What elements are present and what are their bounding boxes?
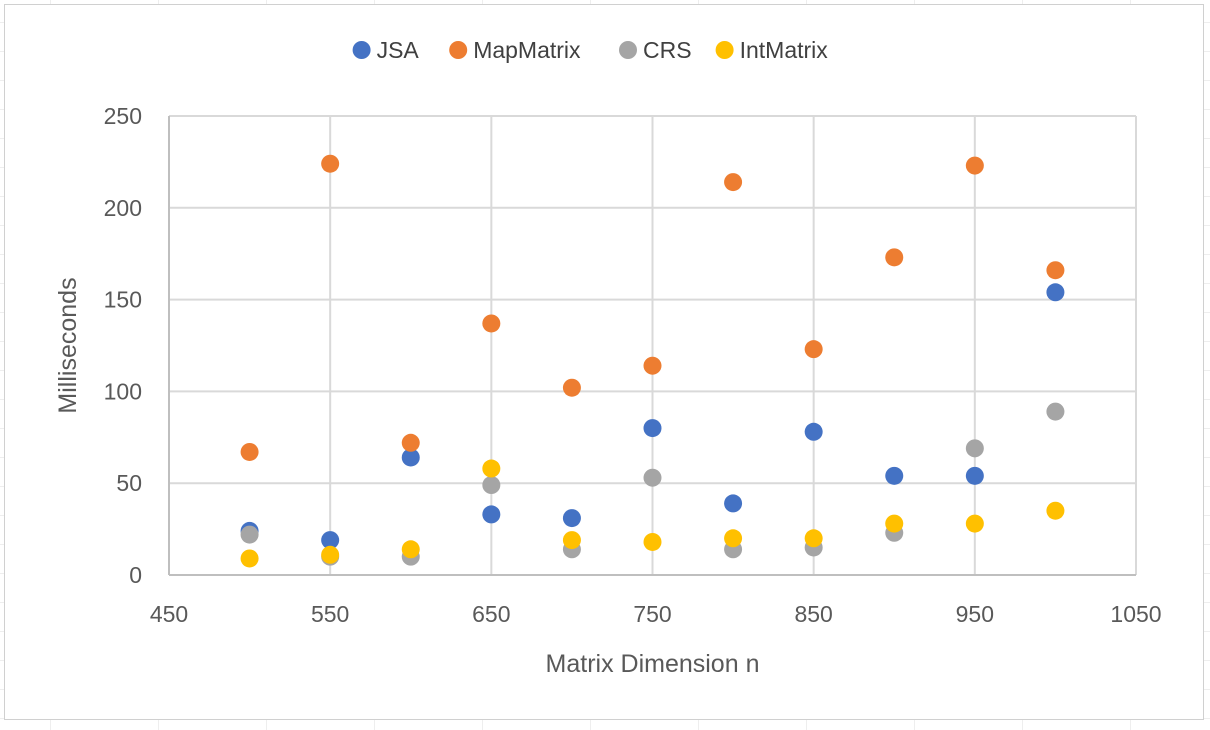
data-point[interactable] xyxy=(401,433,420,452)
y-axis-title: Milliseconds xyxy=(54,277,82,413)
chart-area[interactable] xyxy=(4,4,1204,720)
axes xyxy=(168,116,1136,576)
x-tick-label: 1050 xyxy=(1110,601,1161,627)
data-point[interactable] xyxy=(885,466,904,485)
legend-label: JSA xyxy=(377,37,420,63)
data-point[interactable] xyxy=(724,494,743,513)
legend-label: MapMatrix xyxy=(473,37,581,63)
legend-label: CRS xyxy=(643,37,692,63)
data-point[interactable] xyxy=(240,549,259,568)
data-point[interactable] xyxy=(804,340,823,359)
series-mapmatrix xyxy=(240,154,1065,461)
x-tick-label: 550 xyxy=(311,601,349,627)
data-point[interactable] xyxy=(401,448,420,467)
data-point[interactable] xyxy=(1046,402,1065,421)
y-tick-label: 150 xyxy=(104,287,142,313)
data-point[interactable] xyxy=(482,505,501,524)
data-point[interactable] xyxy=(724,529,743,548)
legend-item-intmatrix[interactable]: IntMatrix xyxy=(715,37,829,63)
data-point[interactable] xyxy=(240,525,259,544)
y-tick-label: 0 xyxy=(129,562,142,588)
data-points xyxy=(240,154,1065,568)
x-tick-label: 950 xyxy=(956,601,994,627)
data-point[interactable] xyxy=(562,378,581,397)
gridlines xyxy=(169,115,1137,575)
x-tick-label: 650 xyxy=(472,601,510,627)
data-point[interactable] xyxy=(562,509,581,528)
data-point[interactable] xyxy=(804,422,823,441)
data-point[interactable] xyxy=(240,442,259,461)
data-point[interactable] xyxy=(643,532,662,551)
data-point[interactable] xyxy=(482,459,501,478)
legend-item-mapmatrix[interactable]: MapMatrix xyxy=(449,37,581,63)
data-point[interactable] xyxy=(1046,283,1065,302)
data-point[interactable] xyxy=(401,540,420,559)
data-point[interactable] xyxy=(965,156,984,175)
legend-marker xyxy=(619,41,637,59)
data-point[interactable] xyxy=(1046,501,1065,520)
legend-label: IntMatrix xyxy=(740,37,829,63)
data-point[interactable] xyxy=(965,439,984,458)
x-tick-label: 450 xyxy=(150,601,188,627)
data-point[interactable] xyxy=(321,545,340,564)
data-point[interactable] xyxy=(804,529,823,548)
x-tick-label: 750 xyxy=(633,601,671,627)
data-point[interactable] xyxy=(885,514,904,533)
data-point[interactable] xyxy=(643,468,662,487)
legend[interactable]: JSA MapMatrix CRS IntMatrix xyxy=(352,37,829,63)
data-point[interactable] xyxy=(885,248,904,267)
legend-marker xyxy=(352,41,371,59)
legend-marker xyxy=(449,41,468,59)
data-point[interactable] xyxy=(321,154,340,173)
data-point[interactable] xyxy=(1046,261,1065,280)
y-tick-label: 200 xyxy=(104,195,142,221)
series-intmatrix xyxy=(240,459,1065,568)
data-point[interactable] xyxy=(321,531,340,550)
data-point[interactable] xyxy=(965,466,984,485)
tick-labels: 0 50 100 150 200 250 450 550 650 750 850 950 1050 xyxy=(104,103,1162,627)
data-point[interactable] xyxy=(482,314,501,333)
data-point[interactable] xyxy=(482,476,501,495)
data-point[interactable] xyxy=(643,419,662,438)
legend-item-crs[interactable]: CRS xyxy=(619,37,692,63)
x-axis-title: Matrix Dimension n xyxy=(546,650,760,678)
y-tick-label: 250 xyxy=(104,103,142,129)
data-point[interactable] xyxy=(965,514,984,533)
data-point[interactable] xyxy=(562,531,581,550)
y-tick-label: 100 xyxy=(104,378,142,404)
y-tick-label: 50 xyxy=(116,470,142,496)
legend-item-jsa[interactable]: JSA xyxy=(352,37,420,63)
x-tick-label: 850 xyxy=(794,601,832,627)
data-point[interactable] xyxy=(643,356,662,375)
legend-marker xyxy=(715,41,734,59)
data-point[interactable] xyxy=(724,173,743,192)
